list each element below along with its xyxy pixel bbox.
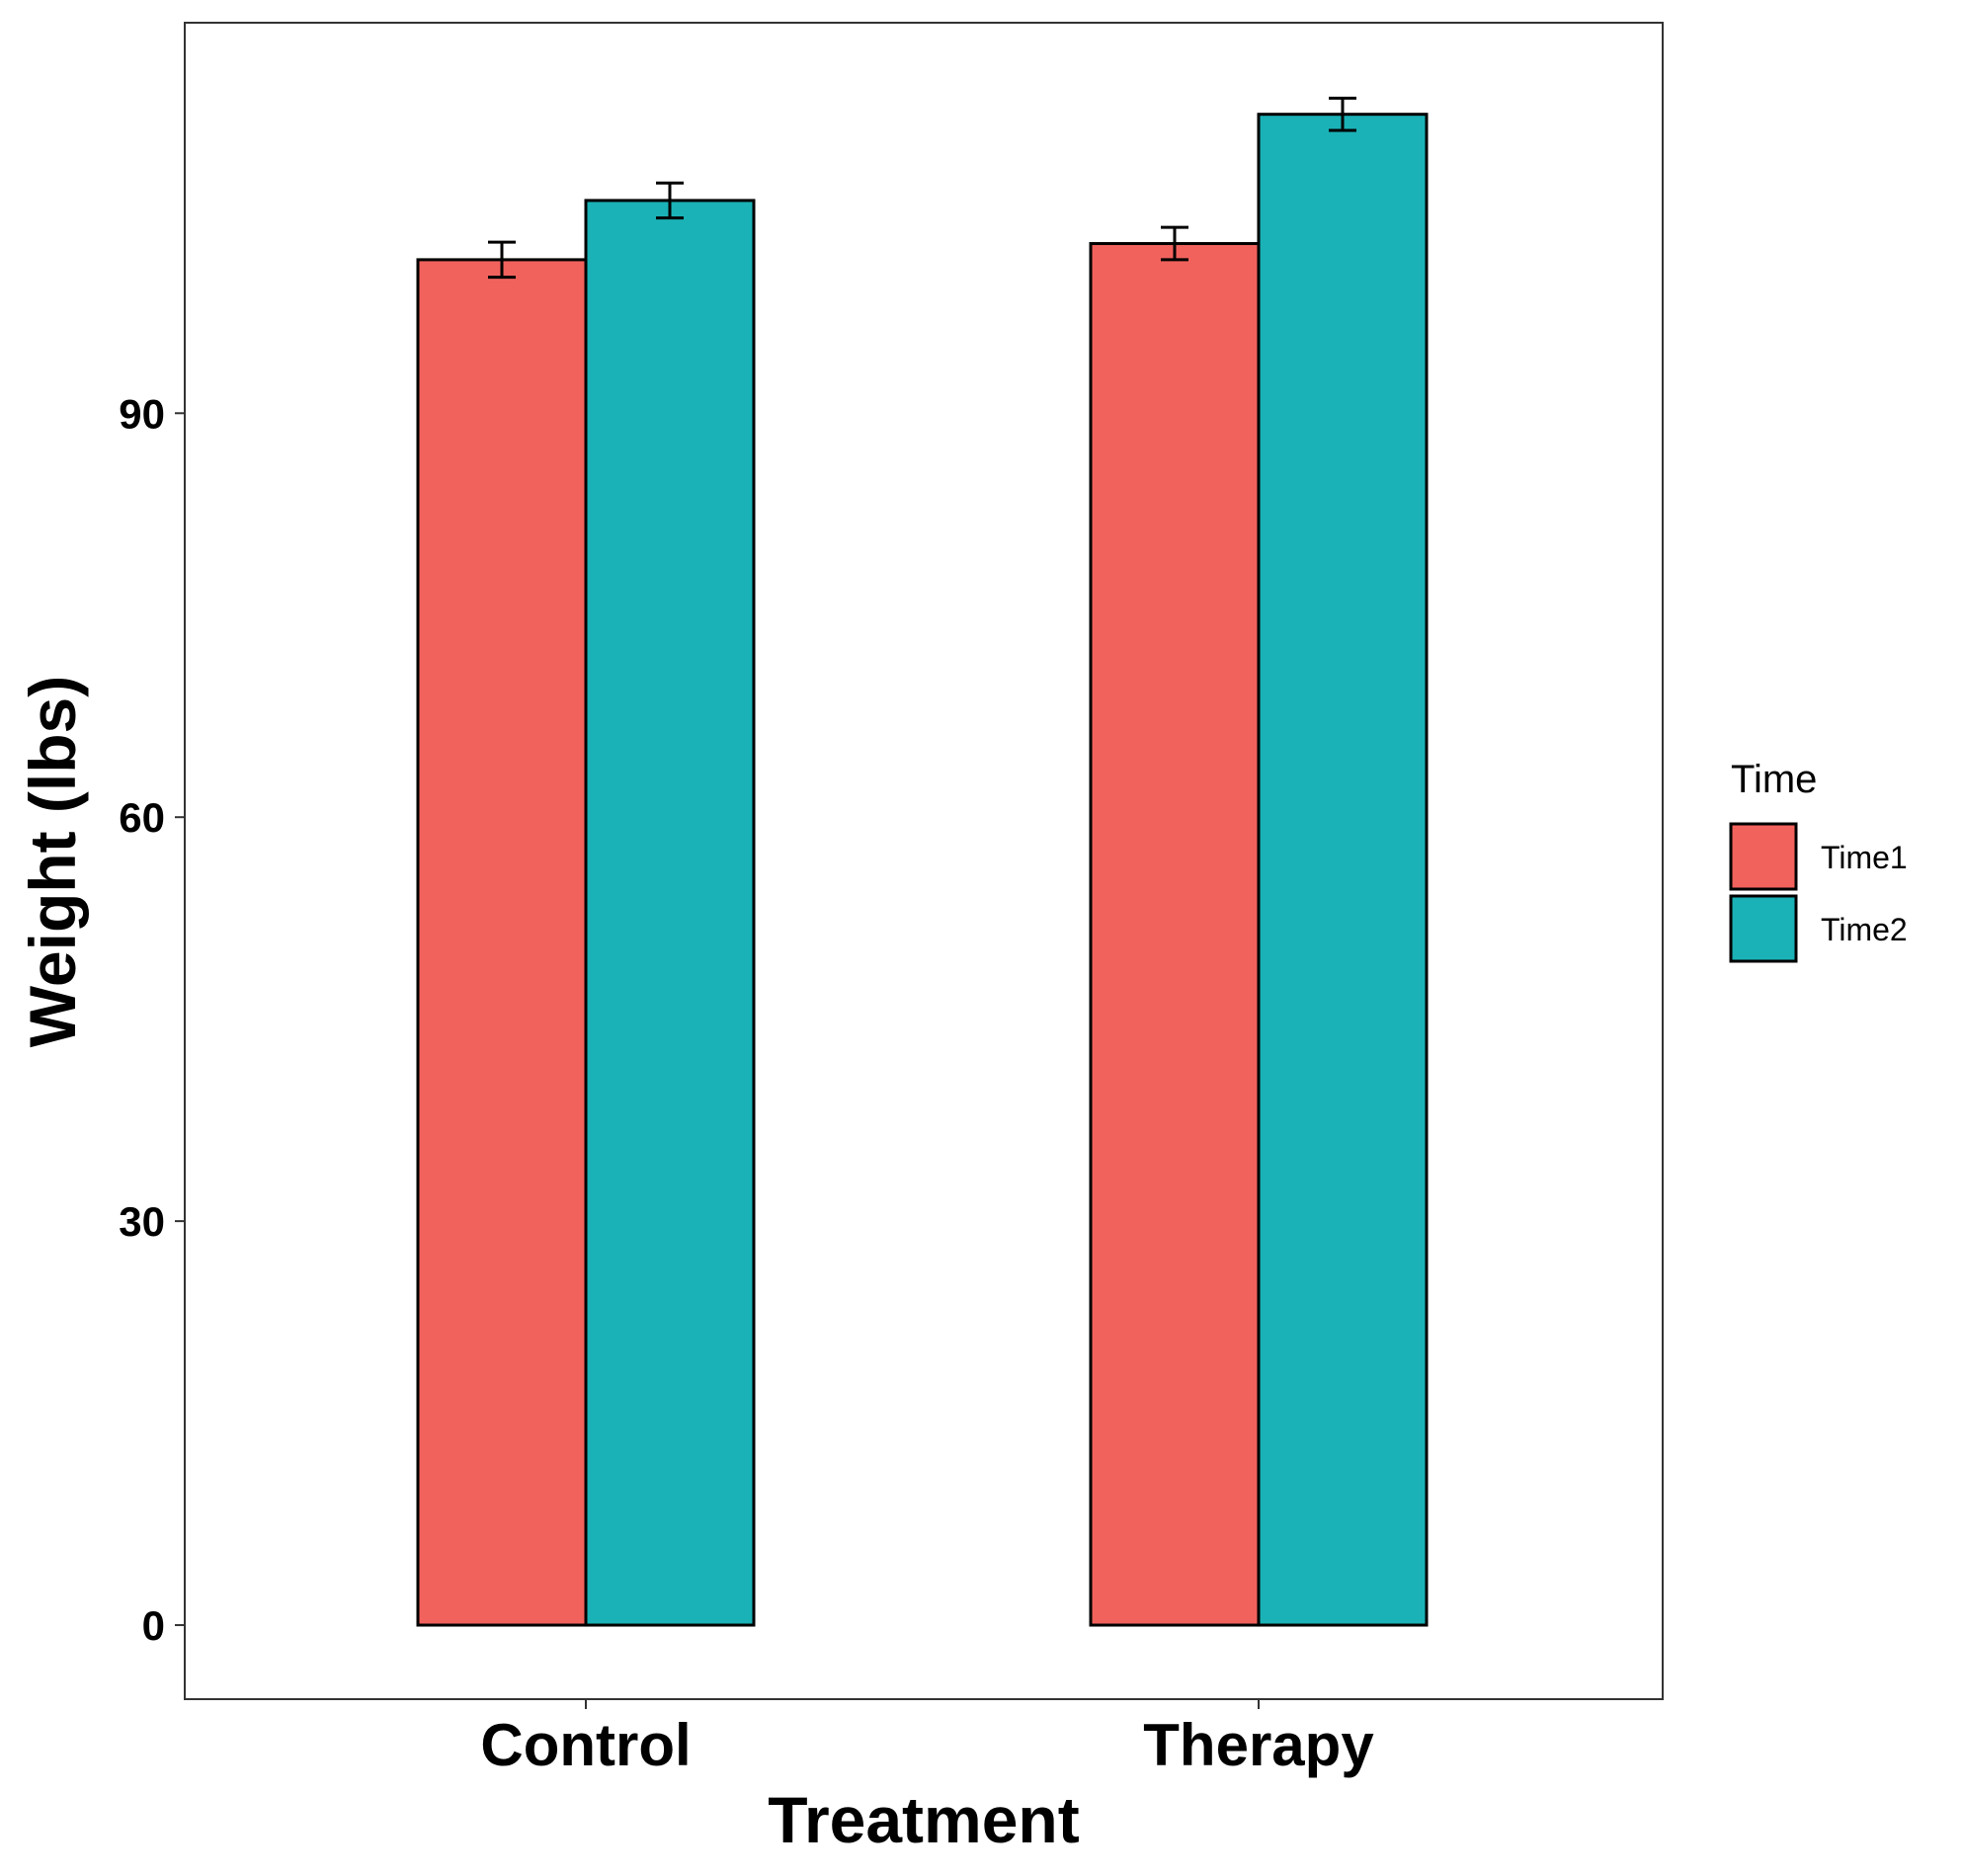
legend-label-time1: Time1 [1821,840,1908,875]
legend-key-time1 [1729,822,1798,891]
error-bar-time1-therapy [1161,225,1188,262]
error-bar-time2-therapy [1329,96,1356,132]
x-axis: Control Therapy [480,1699,1374,1778]
y-tick-label-0: 0 [142,1602,165,1649]
error-bar-time1-control [488,240,516,280]
y-tick-label-30: 30 [119,1198,165,1245]
error-bar-time2-control [656,181,684,220]
bar-time1-control [416,258,588,1627]
y-tick-label-60: 60 [119,794,165,841]
x-axis-title: Treatment [768,1783,1079,1856]
legend-label-time2: Time2 [1821,912,1908,947]
y-axis: 0 30 60 90 [119,390,185,1649]
error-bars-layer [488,96,1356,280]
x-tick-label-control: Control [480,1712,691,1778]
legend: Time Time1 Time2 [1729,758,1908,963]
bar-time2-control [584,199,756,1627]
bar-time1-therapy [1089,242,1261,1627]
legend-key-time2 [1729,894,1798,963]
y-tick-label-90: 90 [119,390,165,437]
legend-title: Time [1731,758,1817,801]
plot-panel-border [184,22,1664,1700]
bar-time2-therapy [1257,113,1429,1627]
y-axis-title: Weight (lbs) [16,676,89,1047]
x-tick-label-therapy: Therapy [1143,1712,1374,1778]
